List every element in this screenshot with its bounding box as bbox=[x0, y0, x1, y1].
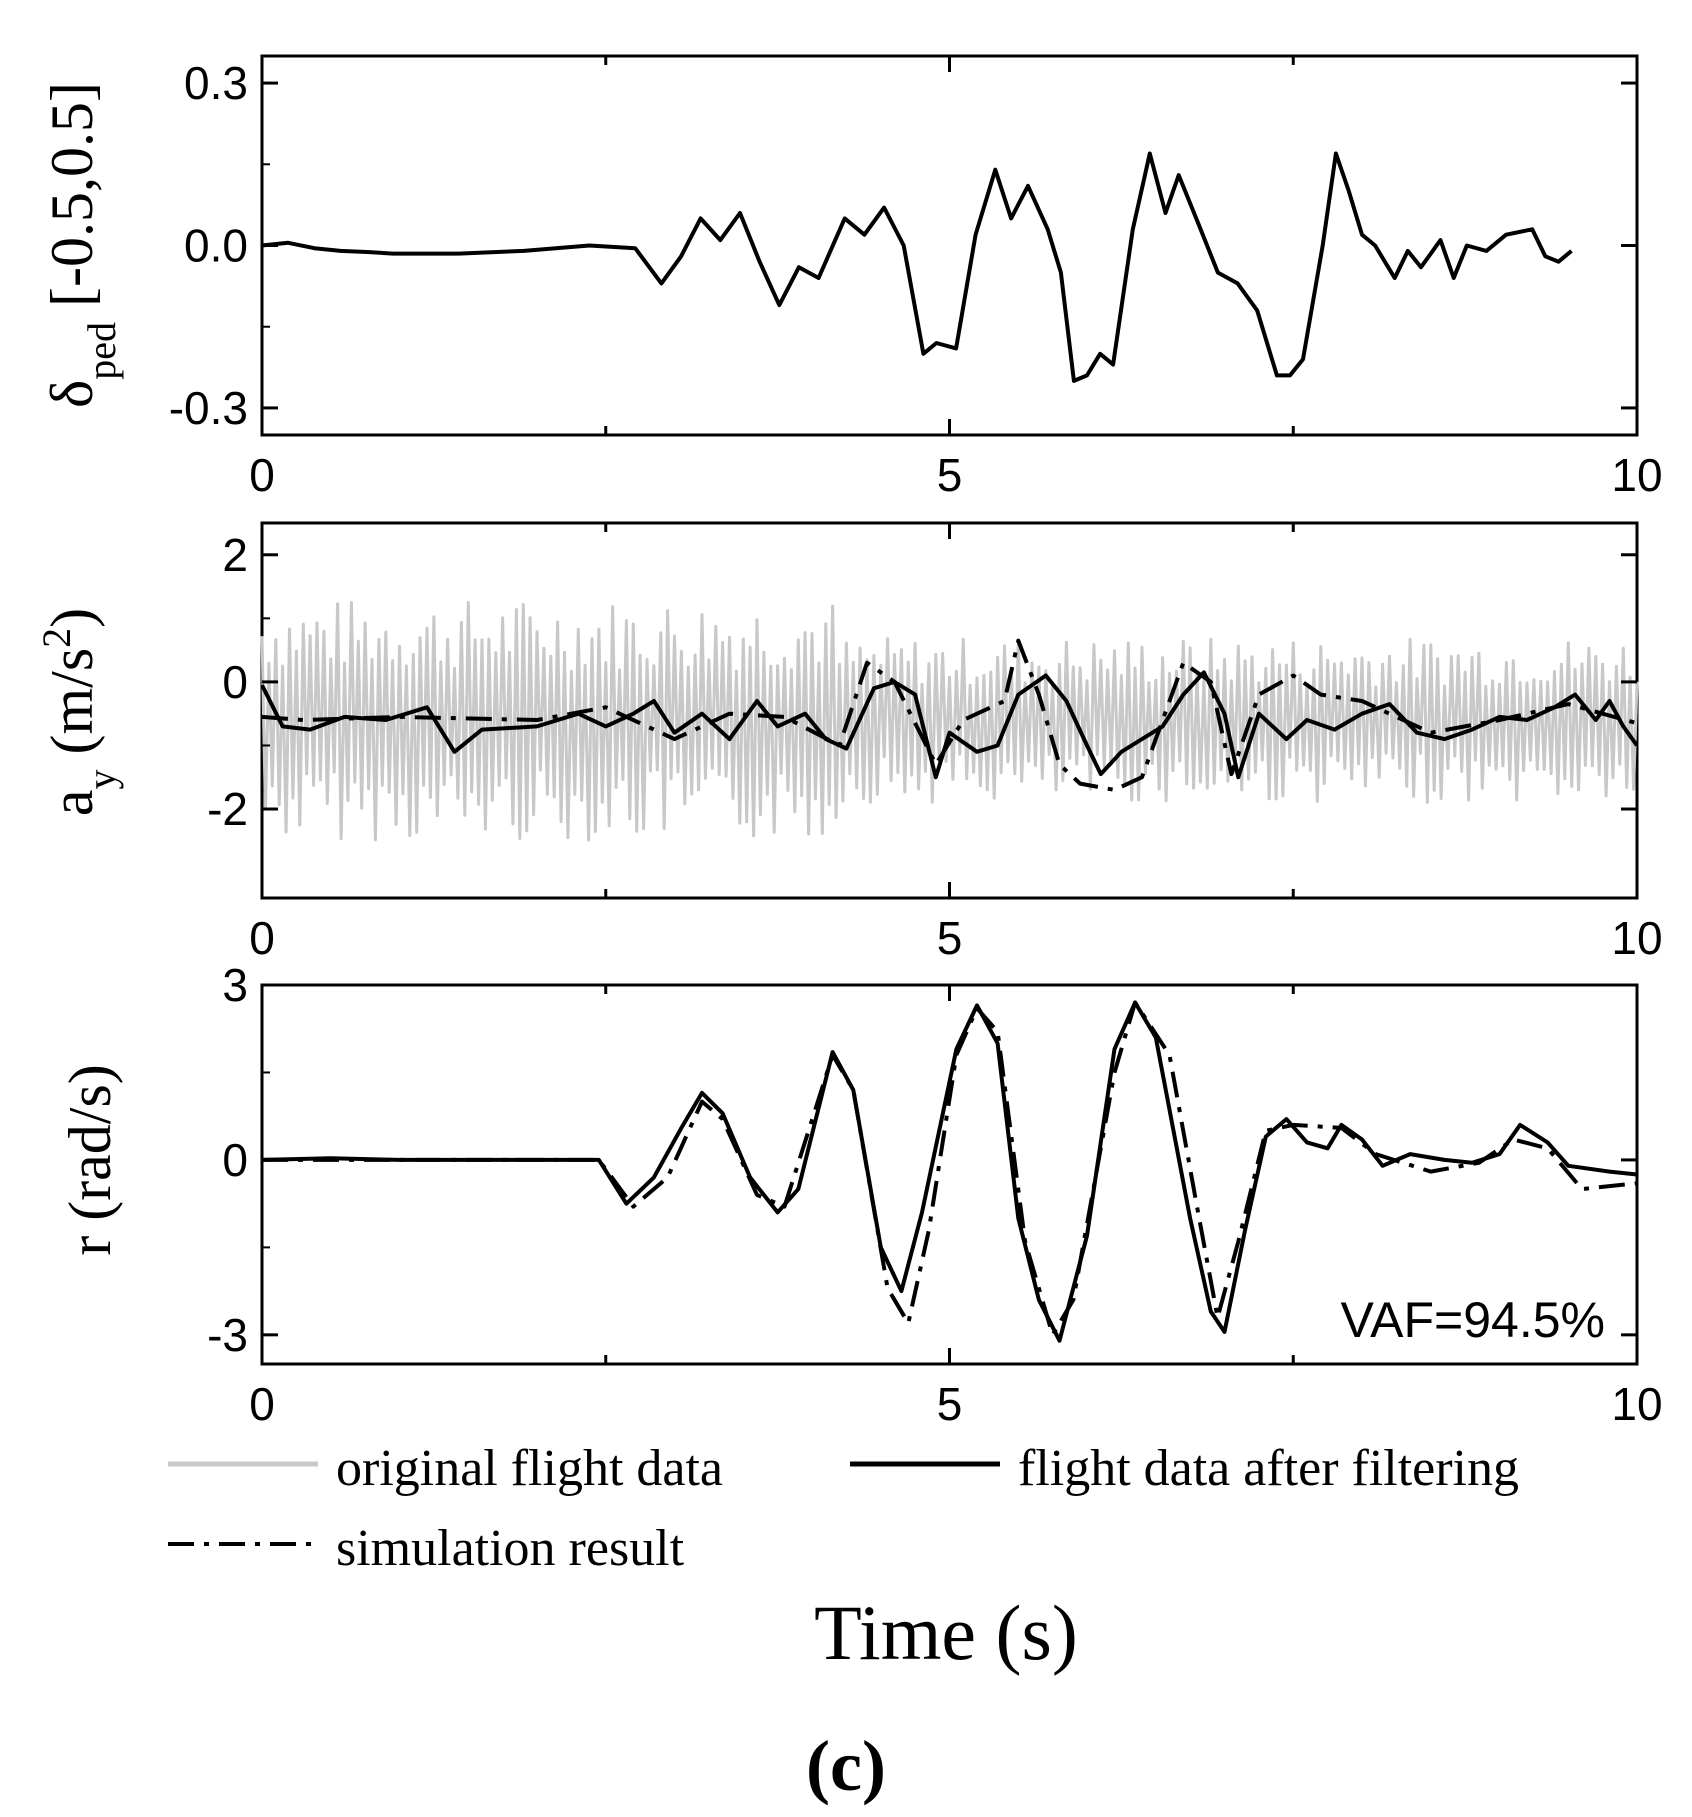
x-ticks: 0 5 10 bbox=[249, 523, 1663, 964]
x-tick-label: 5 bbox=[937, 912, 963, 964]
x-tick-label: 0 bbox=[249, 449, 275, 501]
x-tick-label: 0 bbox=[249, 1378, 275, 1430]
x-tick-label: 5 bbox=[937, 449, 963, 501]
series-line-simulation-result bbox=[261, 638, 1638, 792]
x-tick-label: 10 bbox=[1611, 449, 1662, 501]
legend-label-simulation: simulation result bbox=[336, 1520, 685, 1577]
y-tick-label: 0.0 bbox=[184, 220, 248, 272]
x-axis-label: Time (s) bbox=[814, 1589, 1078, 1676]
legend-label-filtered: flight data after filtering bbox=[1018, 1440, 1519, 1497]
y-tick-label: 0.3 bbox=[184, 57, 248, 109]
panel-delta-ped: -0.3 0.0 0.3 0 5 10 δped [-0.5,0.5] bbox=[39, 54, 1663, 501]
y-tick-label: 0 bbox=[222, 656, 248, 708]
y-tick-label: 0 bbox=[222, 1134, 248, 1186]
series-line-simulation-result bbox=[262, 1000, 1638, 1337]
series-line-flight-data-after-filtering bbox=[261, 1000, 1638, 1343]
series-group bbox=[260, 601, 1639, 842]
plot-frame bbox=[260, 54, 1639, 437]
x-tick-label: 10 bbox=[1611, 1378, 1662, 1430]
panel-label: (c) bbox=[806, 1726, 886, 1806]
series-line-original-flight-data bbox=[260, 601, 1639, 842]
y-tick-label: 2 bbox=[222, 529, 248, 581]
x-tick-label: 5 bbox=[937, 1378, 963, 1430]
y-axis-label: δped [-0.5,0.5] bbox=[39, 82, 124, 408]
y-axis-label: r (rad/s) bbox=[57, 1064, 123, 1256]
y-tick-label: -3 bbox=[207, 1309, 248, 1361]
x-tick-label: 10 bbox=[1611, 912, 1662, 964]
panel-r: -303 0 5 10 r (rad/s) VAF=94.5% bbox=[57, 959, 1663, 1430]
vaf-annotation: VAF=94.5% bbox=[1340, 1292, 1605, 1348]
series-group bbox=[261, 151, 1573, 383]
y-ticks: -0.3 0.0 0.3 bbox=[169, 57, 1637, 434]
y-tick-label: -0.3 bbox=[169, 382, 248, 434]
legend: original flight data flight data after f… bbox=[168, 1440, 1519, 1577]
y-tick-label: 3 bbox=[222, 959, 248, 1011]
x-tick-label: 0 bbox=[249, 912, 275, 964]
x-ticks: 0 5 10 bbox=[249, 56, 1663, 501]
y-ticks: -2 0 2 bbox=[207, 529, 1637, 835]
legend-label-original: original flight data bbox=[336, 1440, 723, 1497]
y-ticks: -3 0 3 bbox=[207, 959, 1637, 1361]
series-line-flight-data-after-filtering bbox=[261, 151, 1573, 383]
series-line-flight-data-after-filtering bbox=[260, 670, 1639, 780]
y-tick-label: -2 bbox=[207, 783, 248, 835]
x-ticks: 0 5 10 bbox=[249, 985, 1663, 1430]
panel-ay: -2 0 2 0 5 10 ay (m/s2) bbox=[34, 521, 1663, 964]
y-axis-label: ay (m/s2) bbox=[34, 608, 124, 816]
series-group bbox=[261, 1000, 1638, 1343]
